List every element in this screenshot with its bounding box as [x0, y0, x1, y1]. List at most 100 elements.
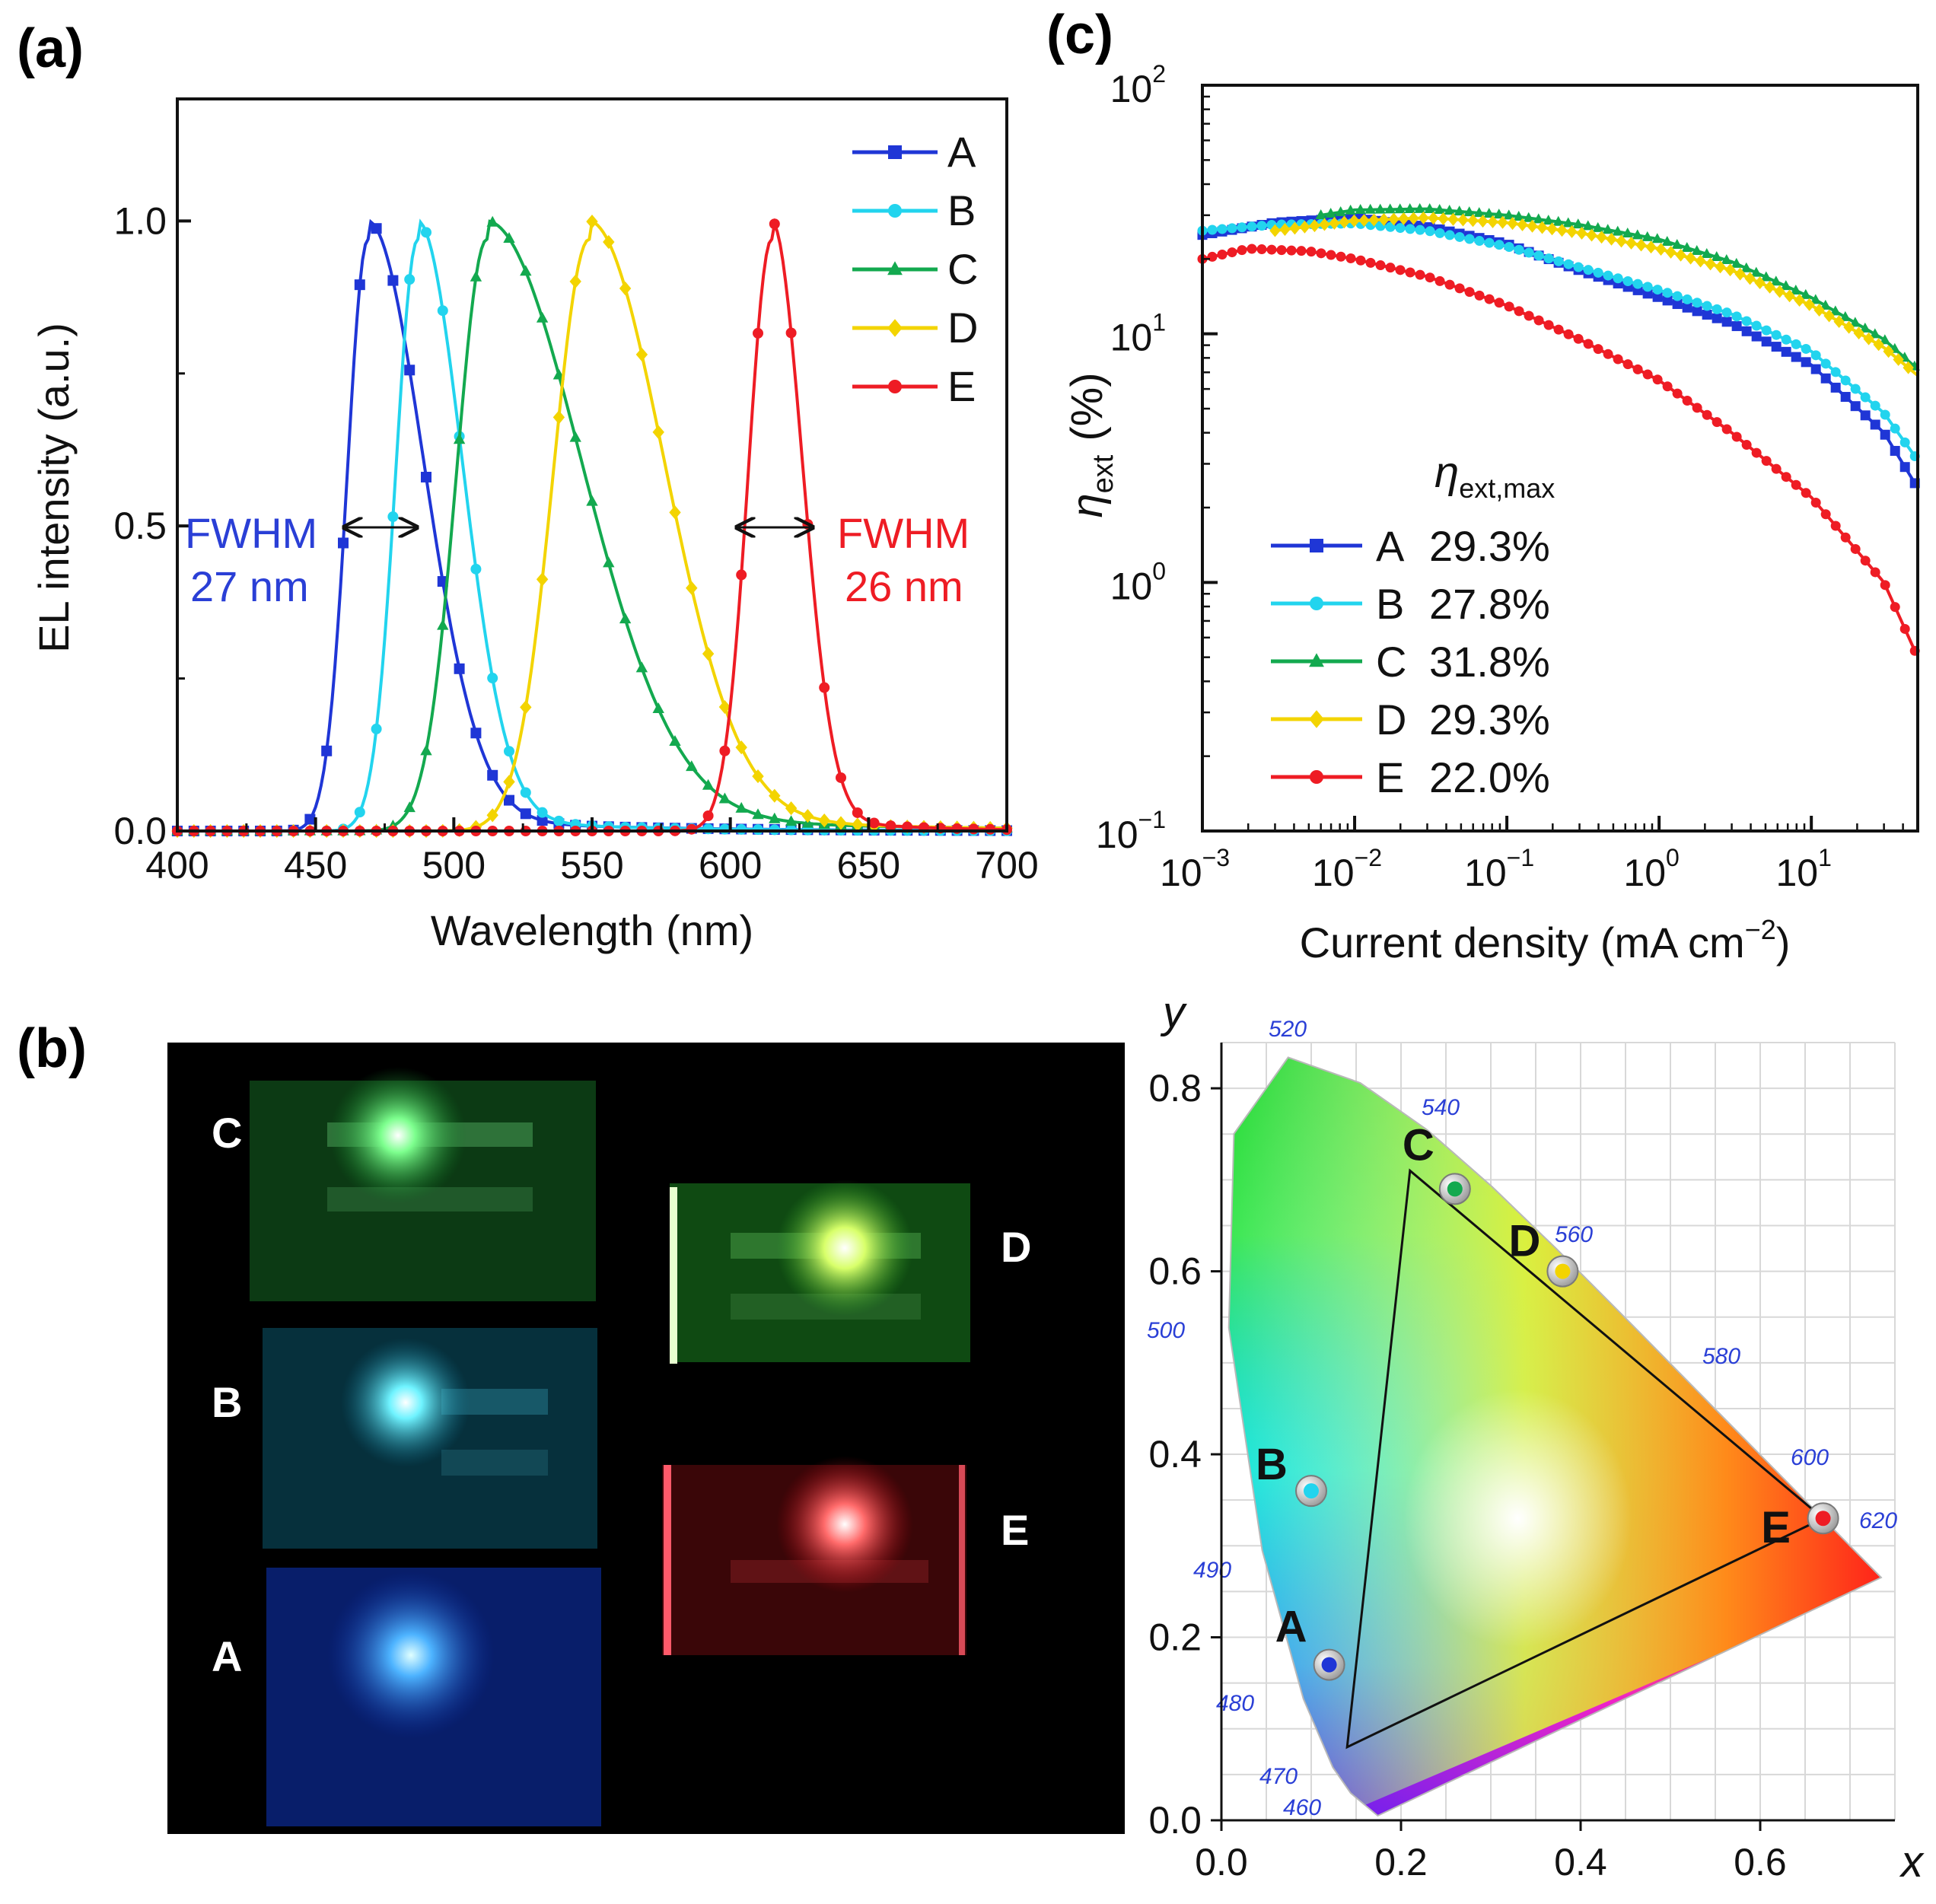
eqe-point-C — [1622, 228, 1633, 238]
eqe-point-E — [1632, 364, 1643, 374]
eqe-point-E — [1415, 269, 1425, 280]
eqe-point-D — [1893, 353, 1904, 366]
spectrum-point-D — [603, 234, 615, 250]
eqe-point-C — [1355, 203, 1366, 214]
eqe-point-D — [1833, 315, 1845, 329]
device-photo-d: D — [670, 1180, 1031, 1364]
panel-a-ylabel: EL intensity (a.u.) — [30, 323, 78, 653]
eqe-point-B — [1632, 279, 1643, 289]
spectrum-point-D — [702, 646, 715, 661]
eqe-point-D — [1586, 228, 1597, 242]
eqe-point-E — [1860, 556, 1871, 566]
panel-c-legend-header: ηext,max — [1434, 447, 1555, 504]
eqe-point-D — [1645, 240, 1657, 254]
spectrum-point-D — [785, 801, 798, 816]
eqe-point-E — [1672, 388, 1683, 399]
panel-c-y-tick-label: 100 — [1110, 557, 1166, 607]
legend-marker-C — [887, 261, 903, 275]
eqe-point-E — [1444, 279, 1455, 290]
eqe-point-C — [1473, 207, 1485, 218]
eqe-point-B — [1801, 343, 1811, 354]
panel-c-x-tick-label: 10−3 — [1160, 844, 1230, 894]
eqe-point-E — [1622, 359, 1633, 370]
cie-wavelength-label: 500 — [1147, 1318, 1185, 1343]
eqe-point-D — [1635, 238, 1647, 252]
cie-wavelength-label: 600 — [1791, 1445, 1829, 1470]
eqe-point-B — [1850, 384, 1861, 394]
eqe-point-B — [1692, 298, 1702, 308]
panel-d-chart: 520540560580600620500490480470460ABCDE0.… — [1147, 988, 1925, 1886]
spectrum-point-C — [586, 495, 598, 506]
eqe-point-D — [1349, 214, 1360, 228]
panel-a-x-tick-label: 550 — [560, 844, 623, 887]
panel-c-ylabel: ηext(%) — [1062, 372, 1119, 517]
eqe-point-D — [1665, 245, 1676, 259]
eqe-point-B — [1840, 375, 1851, 386]
eqe-legend-name-A: A — [1376, 522, 1405, 570]
eqe-point-E — [1553, 324, 1564, 335]
eqe-point-C — [1592, 221, 1603, 232]
eqe-point-D — [1596, 231, 1607, 244]
eqe-point-C — [1859, 322, 1871, 333]
eqe-point-D — [1675, 248, 1686, 262]
eqe-point-A — [1741, 326, 1752, 336]
cie-wavelength-label: 460 — [1283, 1795, 1321, 1820]
eqe-point-D — [1487, 215, 1498, 228]
cie-point-C — [1447, 1181, 1463, 1197]
eqe-point-E — [1454, 283, 1465, 294]
eqe-point-E — [1702, 409, 1712, 420]
panel-a-x-tick-label: 700 — [975, 844, 1038, 887]
spectrum-point-E — [868, 817, 880, 829]
eqe-point-E — [1316, 248, 1326, 259]
eqe-point-C — [1454, 205, 1465, 216]
eqe-point-B — [1860, 392, 1871, 403]
eqe-legend-value-B: 27.8% — [1429, 580, 1550, 628]
eqe-point-B — [1613, 273, 1623, 284]
eqe-point-E — [1870, 567, 1880, 578]
eqe-point-E — [1712, 417, 1722, 428]
cie-x-tick-label: 0.4 — [1554, 1841, 1607, 1883]
eqe-point-A — [1712, 313, 1722, 323]
eqe-point-E — [1583, 339, 1594, 349]
spectrum-point-A — [454, 663, 465, 674]
spectrum-point-E — [753, 327, 763, 339]
spectrum-point-A — [421, 471, 431, 482]
device-d-label: D — [1001, 1223, 1031, 1271]
eqe-point-E — [1781, 472, 1791, 482]
eqe-point-B — [1533, 250, 1544, 261]
eqe-point-A — [1692, 306, 1702, 317]
eqe-point-C — [1820, 299, 1831, 310]
fwhm-right-annotation: FWHM 26 nm — [737, 509, 970, 610]
panel-a-y-tick-label: 0.0 — [113, 810, 167, 852]
cie-x-tick-label: 0.2 — [1374, 1841, 1428, 1883]
device-a-label: A — [212, 1632, 242, 1680]
eqe-point-C — [1839, 310, 1851, 321]
spectrum-point-C — [652, 702, 664, 714]
device-e-edge-2 — [959, 1465, 965, 1655]
device-b-label: B — [212, 1378, 242, 1426]
eqe-point-C — [1543, 215, 1554, 225]
eqe-point-D — [1784, 289, 1795, 303]
eqe-point-E — [1207, 251, 1218, 262]
eqe-point-B — [1830, 367, 1841, 377]
eqe-point-B — [1573, 262, 1584, 272]
eqe-point-C — [1562, 217, 1574, 228]
spectrum-point-D — [769, 788, 781, 803]
cie-point-A — [1321, 1657, 1337, 1673]
eqe-point-A — [1791, 352, 1801, 362]
spectrum-point-C — [718, 792, 731, 804]
eqe-point-E — [1504, 301, 1514, 312]
panel-a-x-tick-label: 500 — [422, 844, 486, 887]
cie-fill — [1228, 1057, 1881, 1816]
spectrum-point-B — [371, 723, 382, 734]
eqe-point-D — [1843, 320, 1855, 334]
eqe-legend-marker-A — [1310, 539, 1323, 552]
spectrum-point-D — [752, 769, 764, 784]
cie-point-label-A: A — [1275, 1603, 1307, 1652]
spectrum-point-B — [387, 511, 399, 523]
eqe-legend-name-E: E — [1376, 753, 1404, 801]
eqe-point-D — [1477, 215, 1489, 228]
eqe-point-B — [1622, 275, 1633, 286]
cie-y-tick-label: 0.4 — [1148, 1433, 1202, 1476]
spectrum-point-E — [852, 807, 863, 818]
